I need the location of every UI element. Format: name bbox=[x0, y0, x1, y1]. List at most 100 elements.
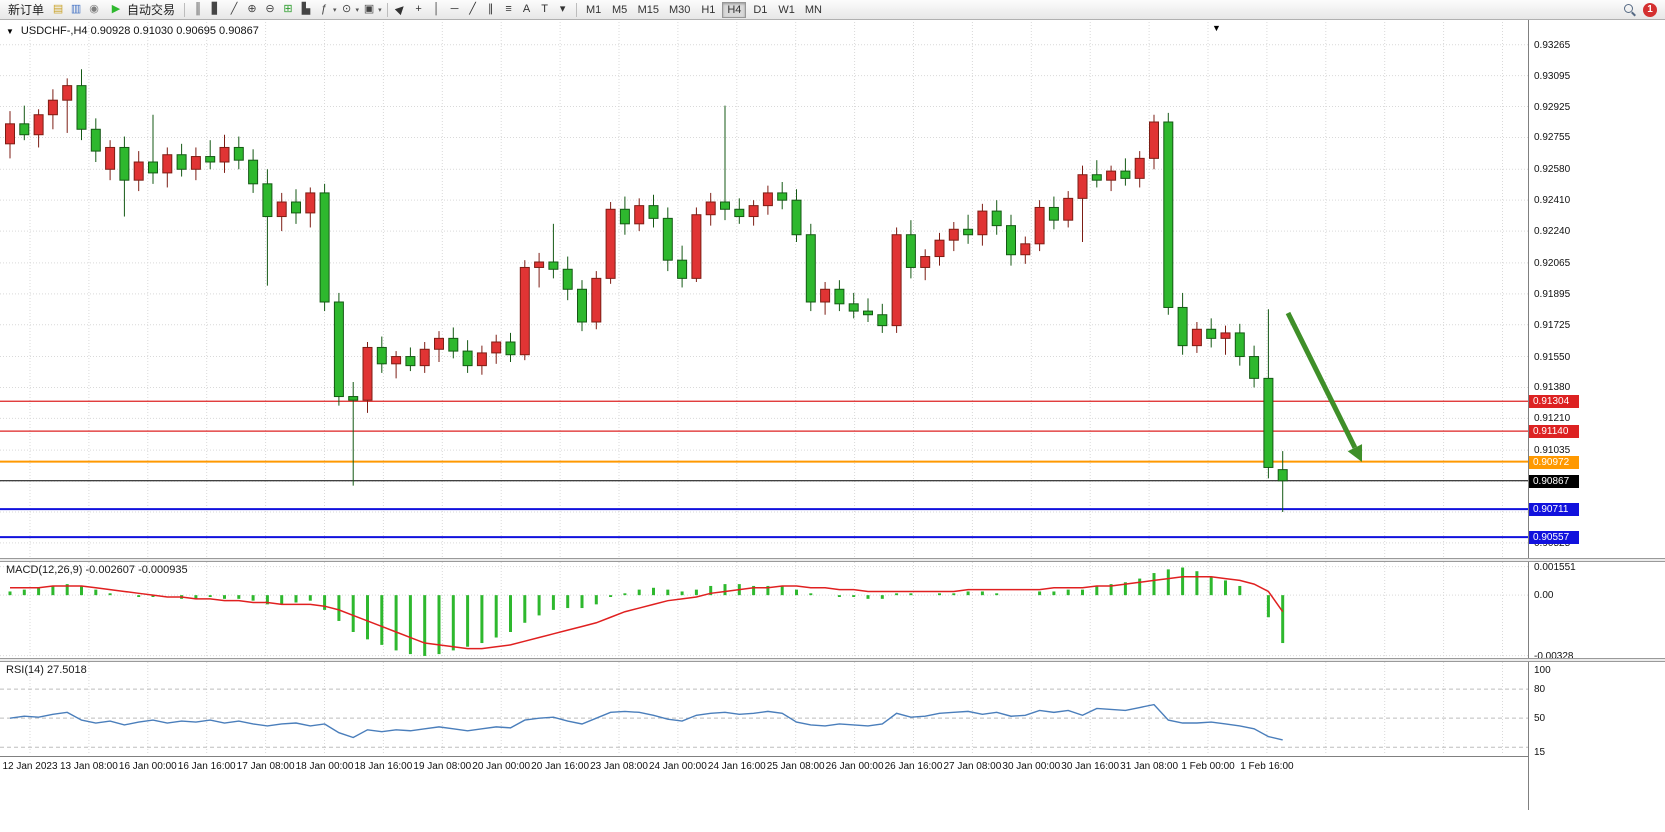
add-indicator-icon[interactable]: ƒ bbox=[320, 3, 328, 15]
candle-body bbox=[905, 234, 916, 268]
timeframe-M5[interactable]: M5 bbox=[611, 3, 628, 16]
macd-chart[interactable] bbox=[0, 562, 1528, 658]
candle-body bbox=[1220, 332, 1231, 339]
candlestick-chart-icon[interactable]: ▋ bbox=[211, 3, 221, 15]
time-axis-label: 30 Jan 00:00 bbox=[1002, 761, 1061, 772]
shapes-menu-icon[interactable]: ▾ bbox=[559, 3, 566, 15]
auto-trading-button[interactable]: ▶ 自动交易 bbox=[104, 1, 179, 18]
price-axis[interactable]: 0.93265 0.93095 0.92925 0.92755 0.92580 0.924… bbox=[1528, 20, 1665, 810]
candle-body bbox=[376, 346, 387, 365]
price-tag-0.91140: 0.91140 bbox=[1529, 425, 1579, 439]
new-order-button[interactable]: 新订单 bbox=[4, 1, 48, 18]
time-axis-label: 20 Jan 00:00 bbox=[472, 761, 531, 772]
rsi-line bbox=[9, 703, 1283, 741]
timeframe-M1[interactable]: M1 bbox=[585, 3, 602, 16]
timeframe-W1[interactable]: W1 bbox=[778, 3, 795, 16]
profiles-icon[interactable]: ▥ bbox=[70, 3, 82, 15]
candle-body bbox=[562, 268, 573, 290]
auto-scroll-icon[interactable]: ▙ bbox=[301, 3, 311, 15]
zoom-out-icon[interactable]: ⊖ bbox=[265, 3, 275, 15]
tile-windows-icon[interactable]: ⊞ bbox=[283, 3, 293, 15]
chart-shift-marker[interactable]: ▼ bbox=[1212, 23, 1221, 33]
candle-body bbox=[391, 356, 402, 365]
candle-body bbox=[720, 201, 730, 210]
trend-arrow-head[interactable] bbox=[1347, 444, 1363, 462]
new-chart-icon[interactable]: ▤ bbox=[52, 3, 64, 15]
crosshair-icon[interactable]: + bbox=[415, 3, 422, 15]
time-axis[interactable]: 12 Jan 2023 13 Jan 08:00 16 Jan 00:00 16 Ja… bbox=[0, 756, 1665, 778]
axis-price-label: 0.93265 bbox=[1534, 39, 1571, 51]
candle-body bbox=[319, 192, 330, 303]
timeframe-M15[interactable]: M15 bbox=[637, 3, 659, 16]
time-axis-label: 16 Jan 16:00 bbox=[177, 761, 236, 772]
timeframe-H4[interactable]: H4 bbox=[722, 1, 747, 18]
axis-price-label: 0.92580 bbox=[1534, 164, 1571, 176]
label-icon[interactable]: T bbox=[541, 3, 548, 15]
candle-body bbox=[1048, 206, 1059, 221]
candle-body bbox=[90, 128, 101, 152]
time-axis-label: 24 Jan 16:00 bbox=[707, 761, 766, 772]
candle-body bbox=[1020, 243, 1031, 256]
main-chart-panel[interactable]: ▼ USDCHF-,H4 0.90928 0.91030 0.90695 0.9… bbox=[0, 22, 1528, 558]
refresh-icon[interactable]: ◉ bbox=[89, 3, 99, 15]
rsi-chart[interactable] bbox=[0, 662, 1528, 754]
template-menu-icon-caret[interactable]: ▾ bbox=[378, 6, 382, 14]
candle-body bbox=[219, 146, 230, 163]
price-tag-0.90557: 0.90557 bbox=[1529, 531, 1579, 545]
text-icon[interactable]: A bbox=[522, 3, 531, 15]
new-order-label: 新订单 bbox=[8, 3, 45, 17]
fibonacci-icon[interactable]: ≡ bbox=[505, 3, 512, 15]
candle-body bbox=[348, 396, 359, 401]
time-axis-label: 13 Jan 08:00 bbox=[59, 761, 118, 772]
candle-body bbox=[462, 350, 473, 367]
candle-body bbox=[1006, 225, 1016, 256]
trend-arrow-shaft[interactable] bbox=[1285, 311, 1358, 449]
price-tag-0.91304: 0.91304 bbox=[1529, 395, 1579, 409]
timeframe-H1[interactable]: H1 bbox=[701, 3, 716, 16]
toolbar-separator bbox=[386, 2, 388, 17]
line-chart-icon[interactable]: ╱ bbox=[230, 3, 238, 15]
horizontal-line-icon[interactable]: ─ bbox=[450, 3, 459, 15]
timeframe-MN[interactable]: MN bbox=[804, 3, 822, 16]
timeframe-D1[interactable]: D1 bbox=[753, 3, 768, 16]
candle-body bbox=[1191, 328, 1202, 347]
candle-body bbox=[1234, 332, 1245, 358]
zoom-in-icon[interactable]: ⊕ bbox=[247, 3, 257, 15]
candle-body bbox=[920, 256, 931, 268]
candle-body bbox=[948, 228, 959, 241]
period-menu-icon-caret[interactable]: ▾ bbox=[355, 6, 360, 14]
search-icon[interactable] bbox=[1622, 2, 1637, 17]
splitter-macd-rsi[interactable] bbox=[0, 658, 1665, 662]
template-menu-icon[interactable]: ▣ bbox=[363, 3, 375, 15]
candle-body bbox=[648, 205, 659, 219]
candle-body bbox=[505, 341, 516, 356]
add-indicator-icon-caret[interactable]: ▾ bbox=[333, 6, 337, 14]
notification-badge[interactable]: 1 bbox=[1643, 2, 1657, 17]
axis-price-label: 0.91210 bbox=[1534, 413, 1571, 425]
channel-icon[interactable]: ∥ bbox=[487, 3, 494, 15]
macd-label: MACD(12,26,9) -0.002607 -0.000935 bbox=[6, 564, 188, 576]
macd-panel[interactable]: MACD(12,26,9) -0.002607 -0.000935 bbox=[0, 562, 1528, 658]
time-axis-label: 1 Feb 16:00 bbox=[1240, 761, 1294, 772]
timeframe-group: M1 M5 M15 M30 H1 H4 D1 W1 MN bbox=[582, 1, 826, 18]
time-axis-label: 20 Jan 16:00 bbox=[531, 761, 590, 772]
chart-menu-icon[interactable]: ▼ bbox=[6, 26, 14, 36]
vertical-line-icon[interactable]: │ bbox=[433, 3, 441, 15]
candle-body bbox=[5, 123, 15, 145]
trendline-icon[interactable]: ╱ bbox=[469, 3, 476, 15]
candle-body bbox=[977, 210, 988, 236]
candle-body bbox=[1034, 206, 1045, 245]
axis-price-label: 0.91725 bbox=[1534, 319, 1571, 331]
candlestick-chart[interactable] bbox=[0, 22, 1528, 558]
rsi-panel[interactable]: RSI(14) 27.5018 bbox=[0, 662, 1528, 754]
bar-chart-icon[interactable]: ║ bbox=[194, 3, 202, 15]
period-menu-icon[interactable]: ⊙ bbox=[341, 3, 352, 15]
time-axis-label: 30 Jan 16:00 bbox=[1061, 761, 1120, 772]
timeframe-M30[interactable]: M30 bbox=[668, 3, 691, 16]
splitter-main-macd[interactable] bbox=[0, 558, 1665, 562]
axis-macd-label: 0.00 bbox=[1534, 590, 1554, 602]
candle-body bbox=[691, 214, 702, 279]
candle-body bbox=[176, 154, 187, 170]
cursor-icon[interactable]: ▶ bbox=[392, 1, 408, 17]
candle-body bbox=[805, 234, 816, 303]
